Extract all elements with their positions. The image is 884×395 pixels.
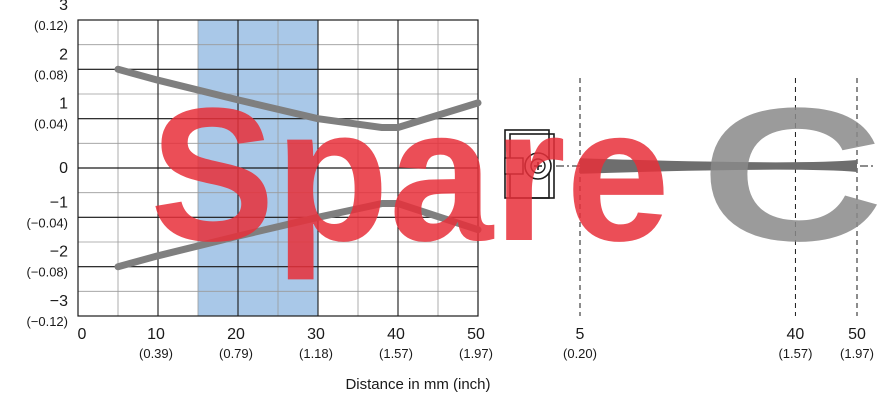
- y-tick-label: 3: [59, 0, 68, 14]
- x-axis-label: Distance in mm (inch): [345, 376, 490, 393]
- y-tick-labels: 3 (0.12) 2 (0.08) 1 (0.04) 0 −1 (−0.04) −2 (−0.08)…: [26, 0, 68, 329]
- right-x-tick-inch-label: (1.97): [840, 346, 874, 361]
- y-tick-inch-label: (−0.12): [26, 314, 68, 329]
- series-line-lower: [114, 200, 482, 271]
- x-tick-inch-label: (0.79): [219, 346, 253, 361]
- y-tick-inch-label: (−0.08): [26, 265, 68, 280]
- y-tick-label: 2: [59, 46, 68, 63]
- x-tick-label: 0: [78, 326, 87, 343]
- sensor-head-icon: [504, 129, 555, 199]
- y-tick-inch-label: (−0.04): [26, 215, 68, 230]
- x-tick-label: 30: [307, 326, 325, 343]
- y-tick-label: −2: [50, 244, 68, 261]
- x-tick-label: 50: [467, 326, 485, 343]
- y-tick-inch-label: (0.12): [34, 18, 68, 33]
- right-x-tick-label: 50: [848, 326, 866, 343]
- right-x-tick-labels: 5 (0.20) 40 (1.57) 50 (1.97): [563, 326, 874, 361]
- x-tick-inch-label: (1.18): [299, 346, 333, 361]
- watermark-red-text: Spare: [150, 69, 670, 281]
- y-tick-label: −3: [50, 293, 68, 310]
- y-tick-label: −1: [50, 194, 68, 211]
- beam-shape: [580, 158, 857, 174]
- series-lines: [114, 65, 482, 271]
- watermark-gray-text: C: [700, 69, 884, 281]
- right-x-tick-inch-label: (1.57): [778, 346, 812, 361]
- y-tick-label: 0: [59, 160, 68, 177]
- distance-markers: [579, 78, 858, 316]
- right-x-tick-inch-label: (0.20): [563, 346, 597, 361]
- sensor-slot: [504, 157, 524, 175]
- x-tick-inch-label: (1.57): [379, 346, 413, 361]
- watermark: Spare C: [150, 69, 884, 281]
- y-tick-inch-label: (0.08): [34, 67, 68, 82]
- right-x-tick-label: 40: [787, 326, 805, 343]
- left-chart: 3 (0.12) 2 (0.08) 1 (0.04) 0 −1 (−0.04) −2 (−0.08)…: [26, 0, 493, 361]
- x-tick-labels: 0 10 (0.39) 20 (0.79) 30 (1.18) 40 (1.57) 50 (1.97…: [78, 326, 493, 361]
- series-line-upper: [114, 65, 482, 131]
- sensor-cross-icon: [534, 162, 542, 170]
- x-tick-label: 10: [147, 326, 165, 343]
- y-tick-inch-label: (0.04): [34, 117, 68, 132]
- x-tick-label: 20: [227, 326, 245, 343]
- y-tick-label: 1: [59, 96, 68, 113]
- right-chart: 5 (0.20) 40 (1.57) 50 (1.97): [504, 78, 876, 361]
- right-x-tick-label: 5: [576, 326, 585, 343]
- x-tick-label: 40: [387, 326, 405, 343]
- x-tick-inch-label: (0.39): [139, 346, 173, 361]
- x-tick-inch-label: (1.97): [459, 346, 493, 361]
